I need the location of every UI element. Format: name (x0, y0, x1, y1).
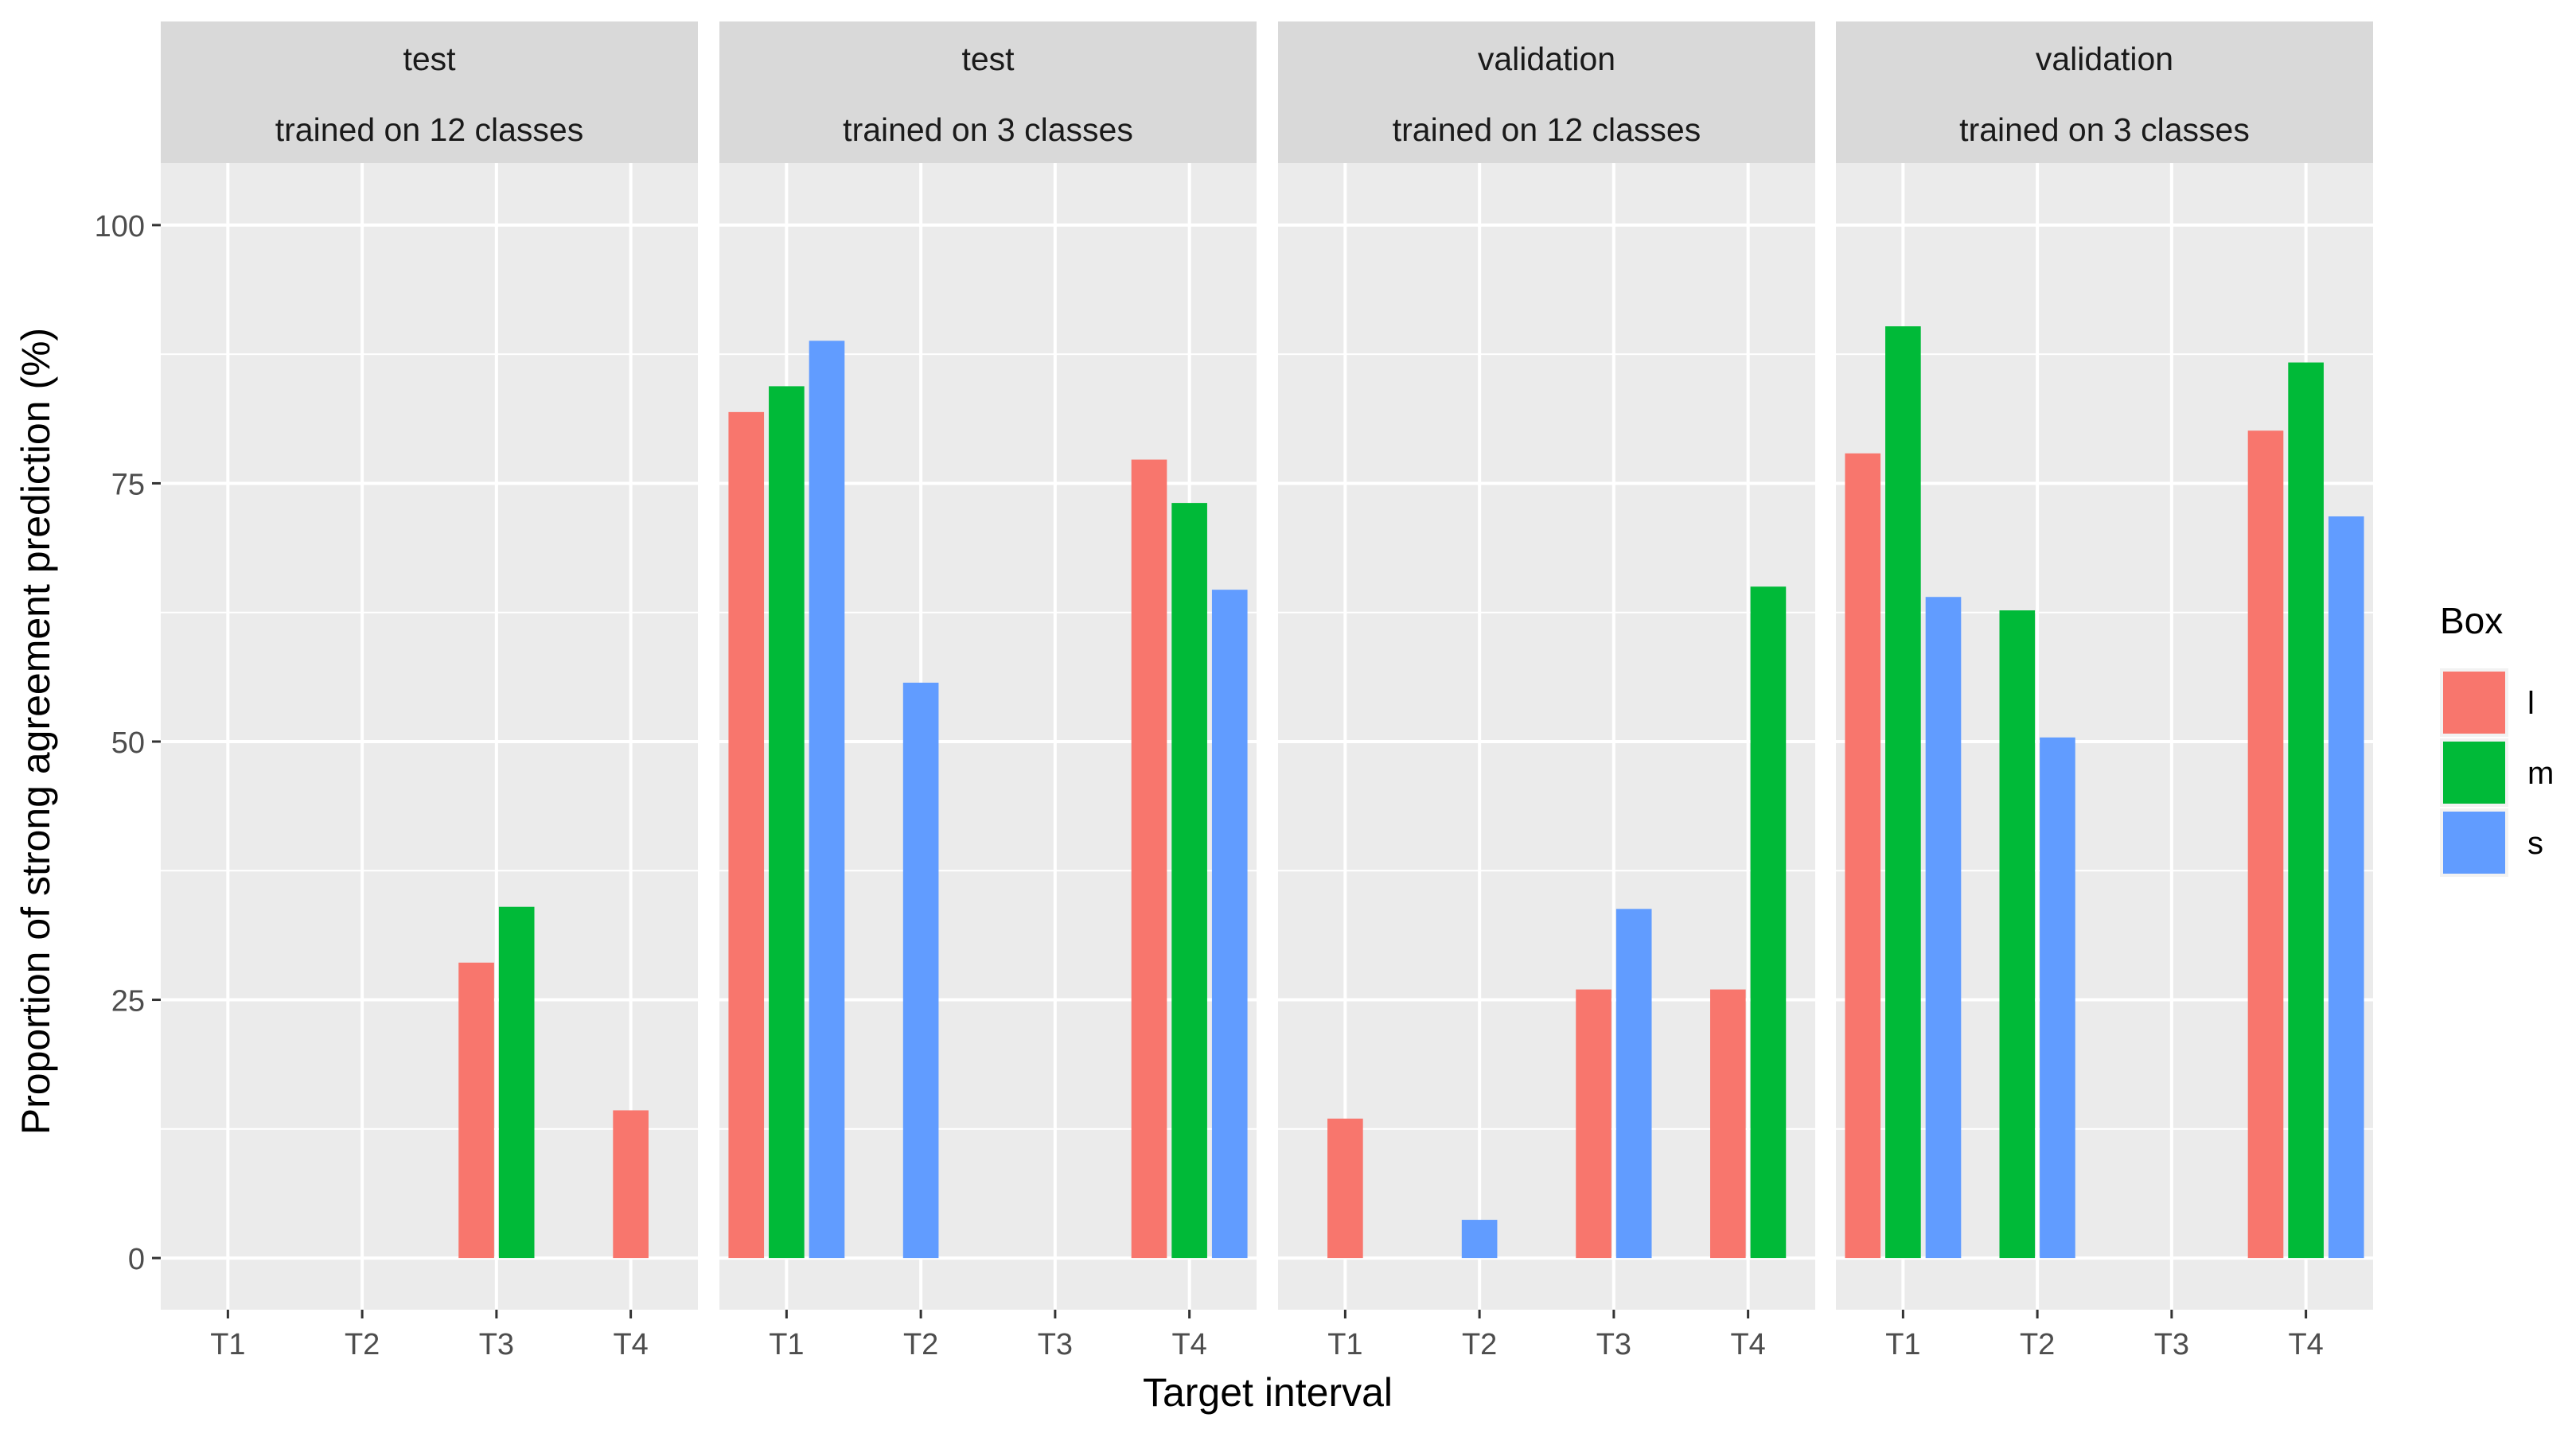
y-axis: 0 25 50 75 100 (95, 210, 161, 1276)
bar-m (1999, 610, 2036, 1259)
bar-s (1925, 597, 1962, 1259)
x-tick-label: T2 (2020, 1328, 2055, 1361)
facet-strip-label: trained on 3 classes (1959, 111, 2250, 148)
bar-s (1615, 909, 1652, 1259)
legend: Box lms (2440, 600, 2554, 877)
bar-m (1750, 586, 1787, 1259)
legend-swatch-l (2443, 672, 2505, 734)
bar-l (458, 962, 494, 1259)
bar-l (1576, 989, 1611, 1259)
panels: test trained on 12 classes T1 T2 T3 T4 test tra… (161, 21, 2373, 1361)
y-tick-label: 50 (111, 726, 145, 760)
x-tick-label: T3 (479, 1328, 514, 1361)
legend-label: m (2527, 756, 2554, 791)
x-tick-label: T2 (903, 1328, 938, 1361)
facet-panel: test trained on 3 classes T1 T2 T3 T4 (719, 21, 1257, 1361)
bar-l (728, 411, 765, 1259)
x-tick-label: T1 (1327, 1328, 1362, 1361)
x-tick-label: T1 (769, 1328, 804, 1361)
bar-m (1885, 326, 1921, 1259)
facet-panel: validation trained on 12 classes T1 T2 T3 T4 (1278, 21, 1815, 1361)
x-tick-label: T4 (613, 1328, 648, 1361)
facet-strip (719, 21, 1257, 163)
bar-s (2040, 737, 2075, 1259)
facet-strip-label: trained on 12 classes (275, 111, 583, 148)
y-tick-label: 0 (128, 1243, 145, 1276)
y-tick-label: 75 (111, 468, 145, 501)
bar-m (769, 386, 805, 1259)
bar-l (2247, 430, 2284, 1259)
legend-title: Box (2440, 600, 2503, 641)
bar-m (1171, 503, 1207, 1259)
facet-strip-label: validation (1478, 41, 1615, 77)
x-tick-label: T3 (2154, 1328, 2189, 1361)
bar-l (613, 1110, 649, 1259)
bar-l (1710, 989, 1746, 1259)
bar-s (2328, 516, 2364, 1259)
bar-l (1327, 1118, 1363, 1259)
legend-label: l (2527, 686, 2535, 721)
bar-s (1211, 590, 1248, 1259)
x-tick-label: T3 (1038, 1328, 1073, 1361)
x-tick-label: T1 (210, 1328, 245, 1361)
facet-strip (1836, 21, 2373, 163)
x-axis-title: Target interval (1143, 1370, 1393, 1415)
facet-strip (1278, 21, 1815, 163)
bar-m (2288, 362, 2324, 1259)
x-tick-label: T4 (2288, 1328, 2323, 1361)
x-tick-label: T1 (1885, 1328, 1920, 1361)
x-tick-label: T2 (345, 1328, 380, 1361)
bar-s (902, 682, 939, 1259)
facet-strip-label: test (961, 41, 1015, 77)
y-tick-label: 25 (111, 985, 145, 1018)
legend-swatch-s (2443, 812, 2505, 874)
facet-strip-label: trained on 12 classes (1393, 111, 1701, 148)
x-tick-label: T4 (1730, 1328, 1765, 1361)
facet-strip-label: test (403, 41, 456, 77)
x-tick-label: T2 (1462, 1328, 1497, 1361)
bar-m (498, 906, 535, 1259)
facet-strip-label: validation (2036, 41, 2173, 77)
y-tick-label: 100 (95, 210, 145, 243)
y-axis-title: Proportion of strong agreement predictio… (14, 328, 58, 1135)
x-tick-label: T4 (1171, 1328, 1206, 1361)
facet-panel: test trained on 12 classes T1 T2 T3 T4 (161, 21, 698, 1361)
facet-strip-label: trained on 3 classes (843, 111, 1133, 148)
legend-label: s (2527, 826, 2543, 861)
bar-s (809, 341, 845, 1259)
facet-strip (161, 21, 698, 163)
facet-panel: validation trained on 3 classes T1 T2 T3 T4 (1836, 21, 2373, 1361)
legend-swatch-m (2443, 742, 2505, 804)
bar-s (1461, 1220, 1498, 1259)
bar-l (1845, 453, 1881, 1259)
bar-l (1131, 459, 1167, 1259)
x-tick-label: T3 (1596, 1328, 1631, 1361)
